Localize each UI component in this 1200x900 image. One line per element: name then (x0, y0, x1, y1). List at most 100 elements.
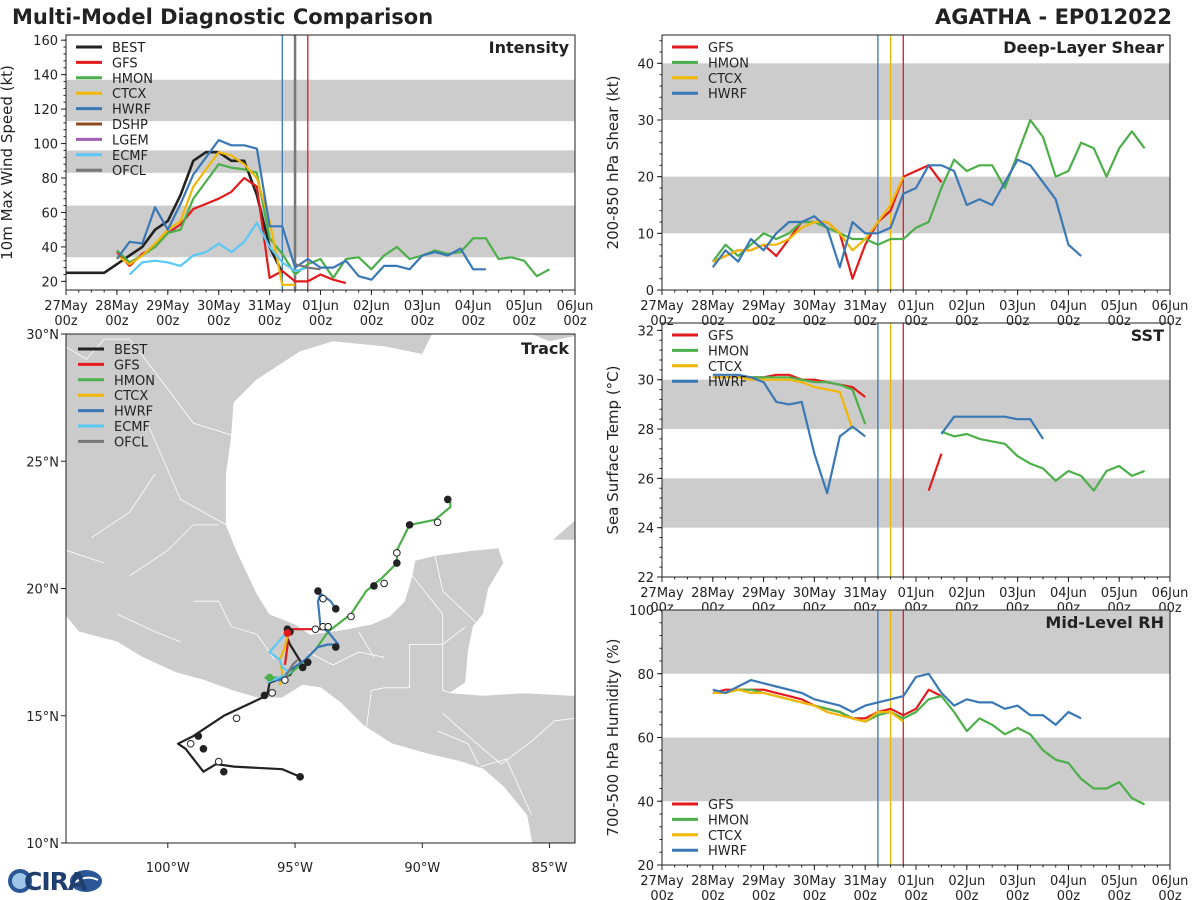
track-point-filled (314, 587, 322, 595)
y-tick-label: 24 (637, 522, 654, 537)
panel-rh: 2040608010027May00z28May00z29May00z30May… (604, 604, 1188, 900)
series-line-ofcl (294, 263, 321, 271)
x-tick-label: 28May (691, 299, 735, 314)
legend-label: HMON (708, 56, 749, 71)
x-tick-label: 30May (793, 874, 837, 889)
x-tick-label: 01Jun (898, 299, 935, 314)
x-tick-label: 00z (701, 889, 725, 900)
track-point-filled (331, 643, 340, 651)
x-tick-label: 03Jun (404, 299, 441, 314)
series-line-hwrf (712, 373, 1044, 495)
y-tick-label: 22 (637, 571, 654, 586)
track-point-hollow (214, 757, 223, 766)
y-tick-label: 60 (637, 732, 654, 747)
track-point-gfs (283, 629, 292, 637)
track-point-filled (303, 658, 312, 667)
y-tick-label: 40 (41, 241, 58, 256)
y-tick-label: 160 (33, 34, 58, 49)
x-tick-label: 31May (843, 874, 887, 889)
panel-shear: 01020304027May00z28May00z29May00z30May00… (604, 34, 1189, 329)
x-tick-label: 29May (742, 586, 786, 601)
shade-band (662, 610, 1170, 674)
track-point-hollow (186, 739, 195, 748)
mexico-central-america-land (66, 334, 575, 843)
y-tick-label: 0 (646, 284, 654, 299)
border-line (66, 338, 242, 439)
legend-label: CTCX (114, 389, 148, 404)
y-tick-label: 120 (33, 103, 58, 118)
x-tick-label: 28May (95, 299, 139, 314)
border-line (480, 758, 533, 816)
legend-label: DSHP (112, 118, 148, 133)
border-line (116, 613, 181, 643)
x-tick-label: 00z (258, 314, 282, 329)
x-tick-label: 00z (156, 314, 180, 329)
lat-label: 30°N (26, 328, 59, 343)
legend-label: GFS (114, 358, 140, 373)
legend-label: GFS (708, 41, 734, 56)
x-tick-label: 29May (742, 299, 786, 314)
x-tick-label: 03Jun (999, 586, 1036, 601)
legend-label: CTCX (708, 72, 742, 87)
panel-intensity: 2040608010012014016027May00z28May00z29Ma… (0, 34, 593, 329)
lat-label: 20°N (26, 583, 59, 598)
y-tick-label: 100 (629, 604, 654, 619)
track-point-hollow (311, 625, 320, 634)
x-tick-label: 29May (742, 874, 786, 889)
y-axis-label: Sea Surface Temp (°C) (604, 365, 622, 534)
border-line (442, 712, 575, 765)
x-tick-label: 00z (309, 314, 333, 329)
y-tick-label: 32 (637, 324, 654, 339)
shade-band (662, 737, 1170, 802)
x-tick-label: 02Jun (353, 299, 390, 314)
x-tick-label: 00z (105, 314, 129, 329)
x-tick-label: 00z (955, 314, 979, 329)
panel-title: Deep-Layer Shear (1003, 38, 1164, 57)
track-point-filled (443, 495, 452, 504)
panel-track: 100°W 95°W 90°W 85°W 10°N 15°N 20°N 25°N 30°N Tra… (26, 328, 576, 876)
track-point-hollow (268, 689, 276, 697)
x-tick-label: 06Jun (1152, 586, 1189, 601)
series-line-hwrf (116, 139, 486, 281)
y-tick-label: 26 (637, 472, 654, 487)
legend-label: HMON (708, 344, 749, 359)
track-point-hollow (232, 714, 241, 723)
border-line (129, 524, 219, 577)
track-point-hmon (265, 673, 274, 682)
border-line (307, 651, 385, 666)
border-line (365, 644, 451, 729)
x-tick-label: 00z (411, 314, 435, 329)
x-tick-label: 02Jun (948, 874, 985, 889)
border-line (66, 549, 105, 564)
x-tick-label: 00z (1057, 314, 1081, 329)
track-point-filled (405, 521, 414, 529)
legend-label: OFCL (114, 435, 149, 450)
x-tick-label: 27May (640, 299, 684, 314)
x-tick-label: 00z (752, 889, 776, 900)
legend-label: BEST (114, 343, 147, 358)
x-tick-label: 00z (803, 314, 827, 329)
x-tick-label: 00z (1006, 314, 1030, 329)
track-point-hollow (433, 518, 442, 527)
y-tick-label: 40 (637, 795, 654, 810)
x-tick-label: 06Jun (1152, 299, 1189, 314)
series-line-hmon (116, 163, 551, 279)
lon-label: 95°W (277, 861, 313, 876)
border-line (442, 626, 466, 645)
legend-label: ECMF (112, 149, 148, 164)
y-tick-label: 80 (637, 668, 654, 683)
x-tick-label: 00z (360, 314, 384, 329)
x-tick-label: 29May (146, 299, 190, 314)
x-tick-label: 06Jun (557, 299, 594, 314)
legend-label: GFS (708, 329, 734, 344)
panel-sst: 22242628303227May00z28May00z29May00z30Ma… (604, 322, 1189, 616)
lat-label: 10°N (26, 837, 59, 852)
x-tick-label: 00z (854, 889, 878, 900)
series-line-ecmf (128, 221, 309, 276)
x-tick-label: 28May (691, 586, 735, 601)
track-point-hollow (380, 579, 388, 588)
x-tick-label: 00z (462, 314, 486, 329)
x-tick-label: 30May (793, 586, 837, 601)
x-tick-label: 01Jun (898, 874, 935, 889)
shade-band (66, 150, 575, 173)
